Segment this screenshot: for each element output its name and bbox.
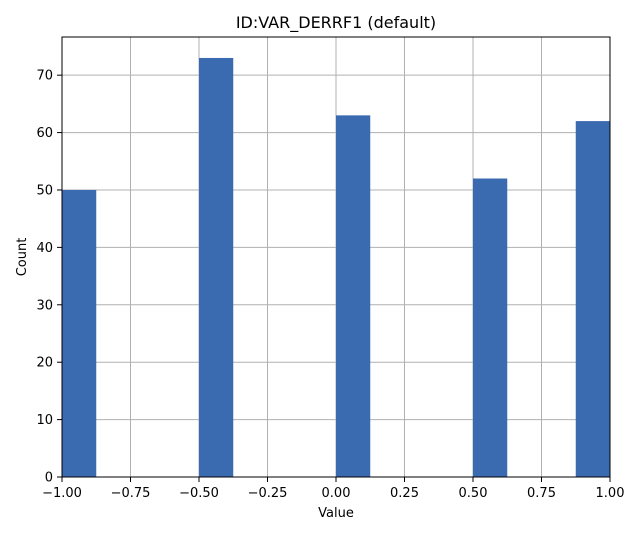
y-tick-label: 10 bbox=[36, 413, 53, 428]
x-tick-label: 0.50 bbox=[459, 486, 488, 501]
y-tick-label: 60 bbox=[36, 126, 53, 141]
x-axis-label: Value bbox=[318, 506, 354, 521]
x-tick-label: 0.25 bbox=[390, 486, 419, 501]
y-tick-label: 30 bbox=[36, 298, 53, 313]
histogram-bars bbox=[62, 57, 610, 478]
y-axis-ticks: 0 10 20 30 40 50 60 70 bbox=[36, 69, 62, 486]
histogram-bar bbox=[575, 121, 610, 477]
x-tick-label: −0.75 bbox=[111, 486, 151, 501]
x-tick-label: 0.00 bbox=[322, 486, 351, 501]
x-tick-label: −1.00 bbox=[42, 486, 82, 501]
x-tick-label: −0.50 bbox=[179, 486, 219, 501]
y-tick-label: 0 bbox=[45, 471, 53, 486]
y-axis-label: Count bbox=[15, 238, 30, 277]
histogram-bar bbox=[62, 189, 97, 477]
x-tick-label: 0.75 bbox=[527, 486, 556, 501]
histogram-bar bbox=[336, 115, 371, 477]
chart-title: ID:VAR_DERRF1 (default) bbox=[236, 13, 436, 33]
x-tick-label: −0.25 bbox=[248, 486, 288, 501]
histogram-bar bbox=[199, 57, 234, 477]
x-tick-label: 1.00 bbox=[596, 486, 625, 501]
histogram-bar bbox=[473, 178, 508, 478]
y-tick-label: 40 bbox=[36, 241, 53, 256]
y-tick-label: 70 bbox=[36, 69, 53, 84]
x-axis-ticks: −1.00 −0.75 −0.50 −0.25 0.00 0.25 0.50 0.75 1.00 bbox=[42, 477, 624, 501]
y-tick-label: 50 bbox=[36, 183, 53, 198]
y-tick-label: 20 bbox=[36, 356, 53, 371]
